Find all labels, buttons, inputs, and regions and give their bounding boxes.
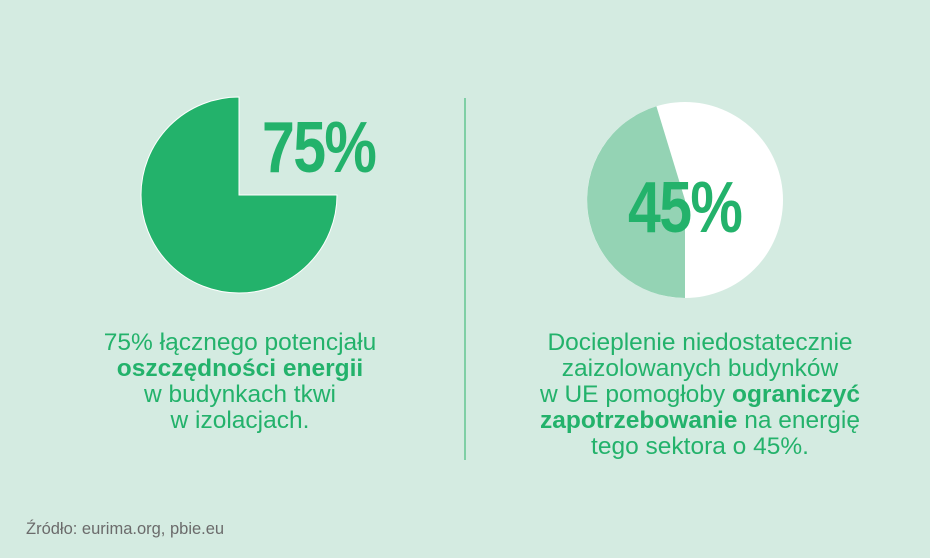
caption-right-bold: zapotrzebowanie	[540, 407, 738, 434]
big-number-right: 45%	[628, 168, 743, 248]
source-note: Źródło: eurima.org, pbie.eu	[26, 520, 225, 538]
caption-right-text: na energię	[737, 407, 860, 434]
caption-left-line: w budynkach tkwi	[143, 381, 336, 408]
caption-left-line: w izolacjach.	[170, 407, 310, 434]
caption-left-line: 75% łącznego potencjału	[103, 329, 377, 356]
caption-left-bold: oszczędności energii	[116, 355, 364, 382]
caption-right-line: Docieplenie niedostatecznie	[547, 329, 853, 356]
caption-right: Docieplenie niedostatecznie zaizolowanyc…	[500, 330, 900, 460]
pie-right-slice-45	[587, 106, 685, 298]
vertical-divider	[464, 98, 466, 460]
caption-right-line: tego sektora o 45%.	[591, 433, 809, 460]
caption-right-text: w UE pomogłoby	[539, 381, 732, 408]
caption-left: 75% łącznego potencjału oszczędności ene…	[60, 330, 420, 434]
pie-left-slice-75	[140, 96, 338, 294]
big-number-left: 75%	[262, 108, 377, 188]
caption-right-line: zaizolowanych budynków	[561, 355, 839, 382]
caption-right-bold: ograniczyć	[732, 381, 860, 408]
